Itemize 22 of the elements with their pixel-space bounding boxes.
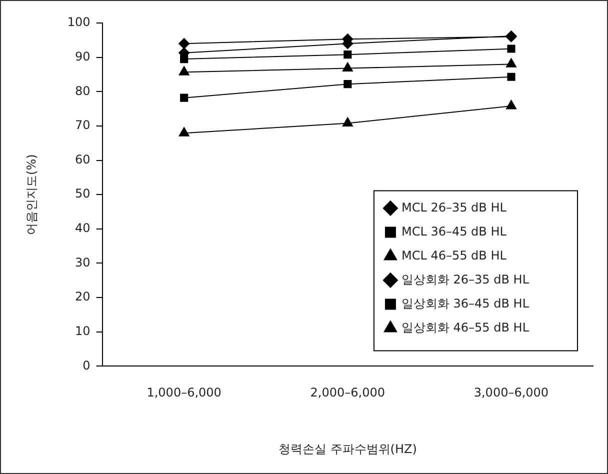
y-tick-label: 70 <box>75 118 90 132</box>
legend-label: MCL 26–35 dB HL <box>401 200 507 214</box>
legend-label: MCL 36–45 dB HL <box>401 224 507 238</box>
x-tick-label: 1,000–6,000 <box>146 386 222 400</box>
legend-label: MCL 46–55 dB HL <box>401 248 507 262</box>
y-tick-label: 100 <box>67 15 90 30</box>
y-axis-title: 어음인지도(%) <box>24 154 38 235</box>
legend-label: 일상회화 36–45 dB HL <box>401 296 530 310</box>
y-tick-label: 60 <box>75 152 90 166</box>
y-tick-label: 30 <box>75 255 90 270</box>
legend-label: 일상회화 46–55 dB HL <box>401 320 530 334</box>
x-axis-title: 청력손실 주파수범위(HZ) <box>278 442 417 456</box>
y-tick-label: 10 <box>75 324 90 338</box>
x-tick-label: 3,000–6,000 <box>474 386 549 400</box>
y-tick-label: 20 <box>75 290 90 304</box>
y-tick-label: 50 <box>75 186 90 201</box>
y-tick-label: 90 <box>75 49 90 64</box>
x-tick-label: 2,000–6,000 <box>310 386 386 400</box>
y-tick-label: 40 <box>75 221 90 236</box>
legend-label: 일상회화 26–35 dB HL <box>401 272 530 286</box>
y-tick-label: 80 <box>75 84 90 98</box>
y-tick-label: 0 <box>82 358 90 372</box>
